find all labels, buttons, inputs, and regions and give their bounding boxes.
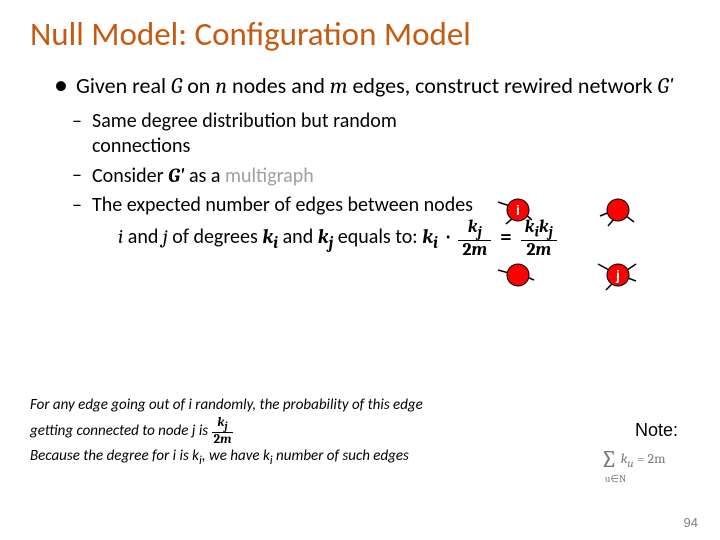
- frac-small: kj 2m: [212, 416, 234, 446]
- text: and: [278, 225, 318, 249]
- text: nodes and: [227, 72, 330, 99]
- note-equation: ∑u∈N ku = 2m: [578, 450, 688, 470]
- var-ki: ki: [262, 225, 278, 248]
- text: equals to:: [333, 225, 422, 249]
- note-label: Note:: [635, 420, 678, 441]
- node-label-i: i: [516, 202, 520, 218]
- text: edges, construct rewired network: [348, 72, 658, 99]
- node-label-j: j: [615, 267, 620, 283]
- text: is: [176, 447, 192, 465]
- dash-icon: –: [72, 163, 86, 189]
- text: number of such edges: [273, 447, 409, 465]
- text: Same degree distribution but random conn…: [92, 109, 690, 159]
- text: of degrees: [168, 225, 263, 249]
- text: as a: [184, 164, 225, 188]
- var-Gprime: G': [657, 73, 673, 99]
- var-G: G: [171, 73, 182, 99]
- text: and: [123, 225, 163, 249]
- node-anon-bottom: [498, 264, 534, 286]
- text: For any edge going out of: [30, 396, 188, 414]
- explain-block: For any edge going out of i randomly, th…: [30, 395, 450, 470]
- bullet-dot: •: [54, 72, 66, 101]
- text: Consider: [92, 164, 168, 188]
- text: Given real: [76, 72, 171, 99]
- text: The expected number of edges between nod…: [92, 193, 473, 217]
- slide-title: Null Model: Configuration Model: [30, 14, 690, 54]
- node-anon-top: [600, 199, 634, 226]
- dash-icon: –: [72, 109, 86, 159]
- node-j: j: [598, 264, 636, 290]
- word-multigraph: multigraph: [225, 164, 314, 188]
- bullet-main: • Given real G on n nodes and m edges, c…: [54, 72, 690, 101]
- var-m: m: [330, 73, 348, 99]
- var-kj: kj: [318, 225, 334, 248]
- graph-diagram: i j: [460, 180, 680, 310]
- page-number: 94: [684, 515, 698, 530]
- node-i: i: [498, 199, 532, 224]
- dash-icon: –: [72, 193, 86, 260]
- sub-bullet-1: – Same degree distribution but random co…: [72, 109, 690, 159]
- text: , we have: [202, 447, 263, 465]
- text: Because the degree for: [30, 447, 173, 465]
- var-n: n: [215, 73, 227, 99]
- text: on: [182, 72, 215, 99]
- text: is: [195, 422, 211, 440]
- slide: Null Model: Configuration Model • Given …: [0, 0, 720, 540]
- var-Gprime: G': [168, 164, 184, 187]
